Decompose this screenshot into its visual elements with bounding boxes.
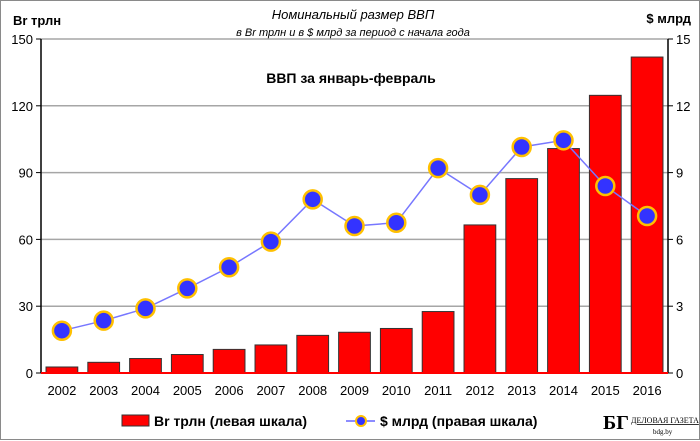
x-tick-label: 2009 — [340, 383, 369, 398]
point-2005 — [177, 278, 198, 299]
point-2003 — [93, 310, 114, 331]
x-tick-label: 2004 — [131, 383, 160, 398]
right-tick-label: 12 — [676, 99, 690, 114]
left-tick-label: 30 — [19, 299, 33, 314]
x-tick-label: 2015 — [591, 383, 620, 398]
right-axis-label: $ млрд — [646, 11, 691, 26]
bar-2004 — [129, 358, 162, 374]
left-tick-label: 150 — [11, 32, 33, 47]
bar-2006 — [212, 348, 246, 374]
x-tick-label: 2007 — [256, 383, 285, 398]
chart-subtitle: в Br трлн и в $ млрд за период с начала … — [236, 27, 470, 39]
right-tick-label: 0 — [676, 366, 683, 381]
legend: Br трлн (левая шкала) $ млрд (правая шка… — [121, 413, 537, 429]
right-tick-label: 3 — [676, 299, 683, 314]
point-2015 — [595, 175, 616, 197]
bar-2013 — [505, 178, 539, 374]
right-tick-label: 9 — [676, 166, 683, 181]
publisher-logo: БГ ДЕЛОВАЯ ГАЗЕТА bdg.by — [603, 412, 699, 436]
bar-2015 — [588, 94, 622, 374]
x-tick-label: 2013 — [507, 383, 536, 398]
x-tick-label: 2008 — [298, 383, 327, 398]
bar-2005 — [170, 354, 204, 374]
x-tick-label: 2012 — [465, 383, 494, 398]
x-tick-label: 2006 — [215, 383, 244, 398]
bar-2012 — [463, 224, 497, 374]
x-tick-label: 2005 — [173, 383, 202, 398]
point-2012 — [469, 184, 491, 206]
point-2007 — [260, 231, 282, 252]
point-2014 — [553, 130, 574, 151]
x-tick-label: 2016 — [633, 383, 662, 398]
point-2013 — [511, 136, 532, 158]
bar-2009 — [338, 331, 371, 374]
point-2004 — [135, 298, 156, 319]
right-tick-label: 15 — [676, 32, 690, 47]
x-tick-label: 2010 — [382, 383, 411, 398]
point-2016 — [636, 205, 658, 227]
point-2011 — [427, 157, 449, 179]
x-tick-label: 2011 — [424, 383, 452, 398]
left-tick-label: 90 — [19, 166, 33, 181]
legend-line-label: $ млрд (правая шкала) — [380, 413, 537, 429]
left-axis-label: Br трлн — [13, 13, 61, 28]
bar-2007 — [254, 344, 288, 374]
logo-mark: БГ — [603, 412, 629, 434]
left-tick-label: 120 — [11, 99, 33, 114]
x-tick-label: 2003 — [89, 383, 118, 398]
legend-line-marker — [355, 415, 367, 427]
left-tick-label: 0 — [26, 366, 33, 381]
logo-name: ДЕЛОВАЯ ГАЗЕТА — [631, 416, 699, 425]
bar-2008 — [296, 334, 330, 374]
legend-bar-label: Br трлн (левая шкала) — [154, 413, 307, 429]
chart-annotation: ВВП за январь-февраль — [266, 70, 436, 86]
left-tick-label: 60 — [19, 232, 33, 247]
point-2006 — [218, 256, 240, 278]
point-2010 — [386, 212, 407, 233]
bar-2011 — [421, 311, 455, 374]
logo-site: bdg.by — [653, 428, 673, 436]
bar-2003 — [87, 361, 121, 374]
right-tick-label: 6 — [676, 232, 683, 247]
x-tick-label: 2014 — [549, 383, 578, 398]
legend-bar-swatch — [121, 414, 150, 427]
point-2002 — [51, 320, 73, 341]
chart-title: Номинальный размер ВВП — [272, 7, 435, 22]
point-2009 — [344, 215, 365, 237]
bar-2010 — [379, 327, 413, 374]
bar-2014 — [547, 148, 580, 374]
x-tick-label: 2002 — [47, 383, 76, 398]
point-2008 — [302, 189, 323, 210]
